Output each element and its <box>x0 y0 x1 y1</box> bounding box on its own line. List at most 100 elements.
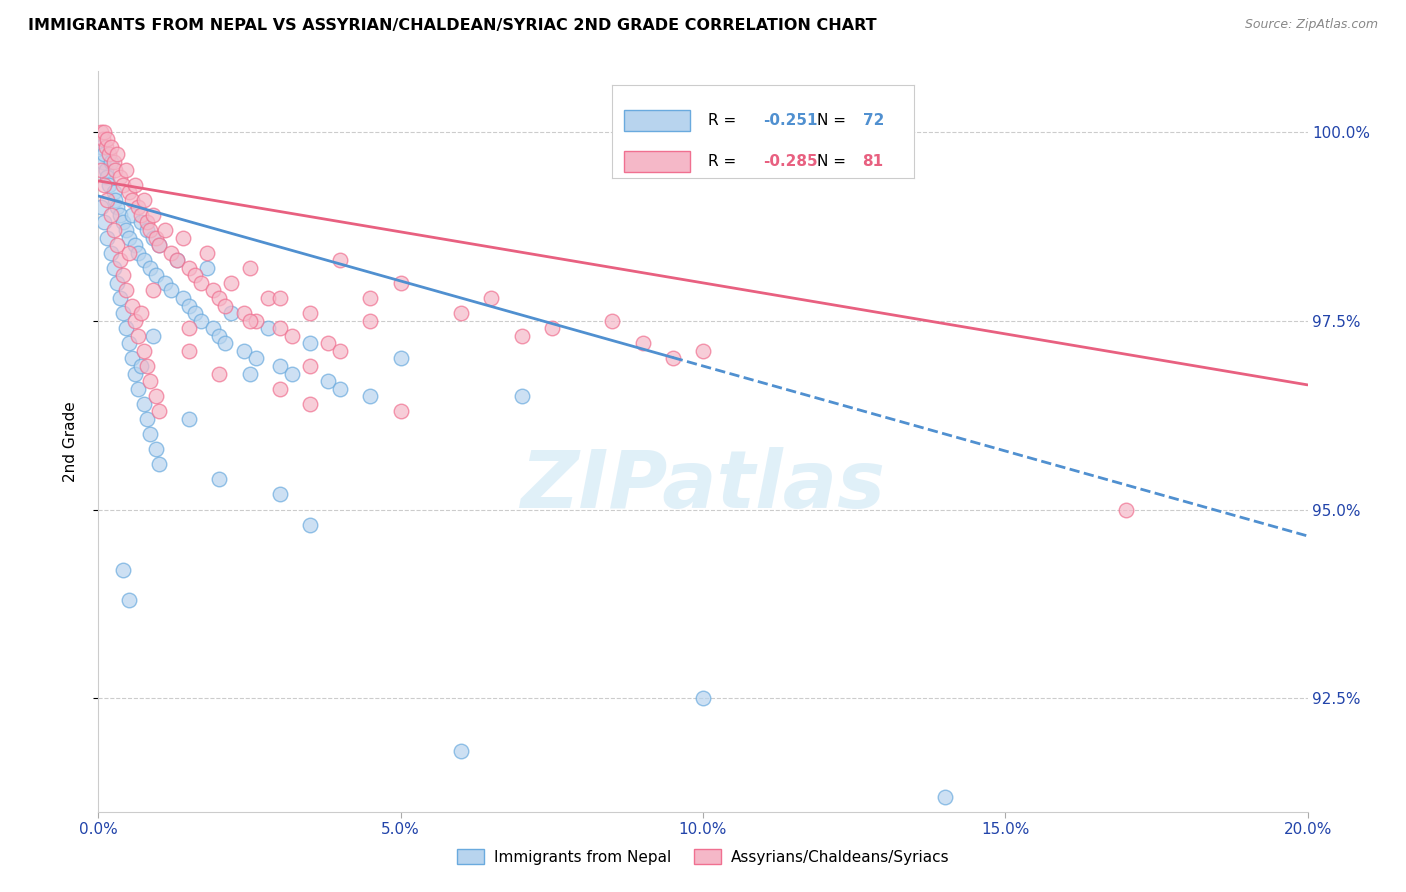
Point <box>269 359 291 373</box>
Point <box>190 276 212 290</box>
Point <box>118 593 141 607</box>
Point <box>360 389 382 403</box>
Point <box>179 412 201 426</box>
Point <box>602 313 624 327</box>
Point <box>108 170 131 185</box>
Point <box>202 321 225 335</box>
Point <box>129 306 152 320</box>
Point <box>299 517 322 532</box>
Point <box>135 359 157 373</box>
Point <box>208 291 231 305</box>
Point <box>299 397 322 411</box>
Point <box>132 253 155 268</box>
Point <box>450 306 472 320</box>
Text: N =: N = <box>817 154 851 169</box>
Point <box>208 367 231 381</box>
Point <box>269 321 291 335</box>
Text: N =: N = <box>817 112 851 128</box>
Legend: Immigrants from Nepal, Assyrians/Chaldeans/Syriacs: Immigrants from Nepal, Assyrians/Chaldea… <box>451 843 955 871</box>
Point <box>124 367 146 381</box>
Point <box>93 147 115 161</box>
Point <box>114 284 136 298</box>
Point <box>139 427 162 442</box>
Point <box>208 328 231 343</box>
Point <box>239 260 262 275</box>
Point <box>190 313 212 327</box>
Point <box>166 253 188 268</box>
Point <box>245 313 267 327</box>
Point <box>111 215 134 229</box>
Point <box>179 260 201 275</box>
Point <box>98 147 121 161</box>
Point <box>132 343 155 358</box>
FancyBboxPatch shape <box>624 110 690 130</box>
Point <box>145 442 167 456</box>
Text: 81: 81 <box>862 154 883 169</box>
Point <box>172 230 194 244</box>
Point <box>142 208 165 222</box>
Point <box>661 351 683 366</box>
Point <box>100 245 122 260</box>
Point <box>221 306 243 320</box>
Point <box>129 359 152 373</box>
Point <box>121 193 143 207</box>
Point <box>245 351 267 366</box>
Point <box>121 299 143 313</box>
Point <box>184 306 207 320</box>
Point <box>360 313 382 327</box>
Point <box>540 321 562 335</box>
Text: -0.251: -0.251 <box>762 112 817 128</box>
Point <box>90 162 112 177</box>
Point <box>114 321 136 335</box>
Point <box>208 472 231 486</box>
Point <box>1115 502 1137 516</box>
Point <box>91 155 114 169</box>
Point <box>172 291 194 305</box>
Point <box>118 230 141 244</box>
Point <box>232 343 254 358</box>
Point <box>389 351 412 366</box>
Point <box>256 321 278 335</box>
Point <box>450 744 472 758</box>
Point <box>160 245 183 260</box>
Point <box>132 193 155 207</box>
Point <box>93 215 115 229</box>
Point <box>329 253 352 268</box>
Point <box>360 291 382 305</box>
Point <box>142 284 165 298</box>
Point <box>94 162 117 177</box>
Point <box>631 336 654 351</box>
Point <box>179 321 201 335</box>
Point <box>90 140 112 154</box>
Point <box>100 155 122 169</box>
Point <box>96 132 118 146</box>
Point <box>111 306 134 320</box>
Text: Source: ZipAtlas.com: Source: ZipAtlas.com <box>1244 18 1378 31</box>
Point <box>139 260 162 275</box>
Point <box>329 343 352 358</box>
Point <box>100 208 122 222</box>
Point <box>90 200 112 214</box>
Point <box>269 487 291 501</box>
Point <box>145 230 167 244</box>
Point <box>142 230 165 244</box>
Point <box>108 253 131 268</box>
Point <box>135 215 157 229</box>
Point <box>96 170 118 185</box>
Point <box>269 382 291 396</box>
Text: ZIPatlas: ZIPatlas <box>520 447 886 525</box>
Point <box>118 245 141 260</box>
Point <box>179 343 201 358</box>
Point <box>105 276 128 290</box>
Point <box>148 404 170 418</box>
Point <box>114 162 136 177</box>
Text: R =: R = <box>709 112 741 128</box>
Point <box>108 208 131 222</box>
Point <box>510 328 533 343</box>
Point <box>184 268 207 283</box>
Point <box>127 328 149 343</box>
Point <box>104 162 127 177</box>
Point <box>153 223 176 237</box>
Point <box>389 276 412 290</box>
Point <box>214 336 236 351</box>
